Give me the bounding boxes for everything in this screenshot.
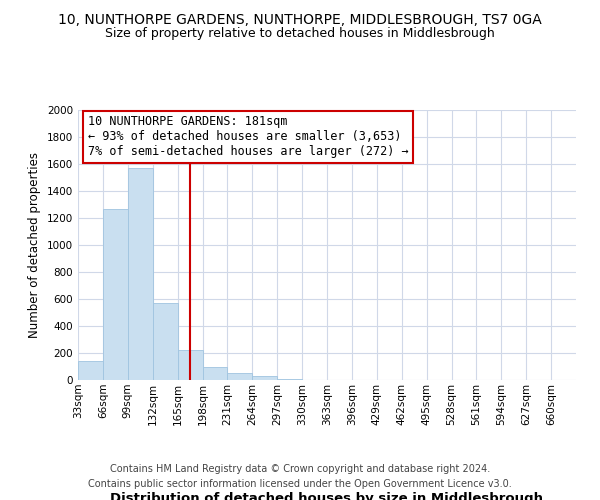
Text: Contains HM Land Registry data © Crown copyright and database right 2024.
Contai: Contains HM Land Registry data © Crown c…	[88, 464, 512, 489]
Text: 10, NUNTHORPE GARDENS, NUNTHORPE, MIDDLESBROUGH, TS7 0GA: 10, NUNTHORPE GARDENS, NUNTHORPE, MIDDLE…	[58, 12, 542, 26]
Text: 10 NUNTHORPE GARDENS: 181sqm
← 93% of detached houses are smaller (3,653)
7% of : 10 NUNTHORPE GARDENS: 181sqm ← 93% of de…	[88, 116, 409, 158]
Bar	[103, 208, 128, 380]
Bar	[178, 350, 203, 380]
Text: Size of property relative to detached houses in Middlesbrough: Size of property relative to detached ho…	[105, 28, 495, 40]
Y-axis label: Number of detached properties: Number of detached properties	[28, 152, 41, 338]
X-axis label: Distribution of detached houses by size in Middlesbrough: Distribution of detached houses by size …	[110, 492, 544, 500]
Bar	[152, 303, 178, 380]
Bar	[128, 168, 152, 380]
Bar	[227, 372, 252, 380]
Bar	[78, 361, 103, 380]
Bar	[203, 367, 227, 380]
Bar	[252, 376, 277, 380]
